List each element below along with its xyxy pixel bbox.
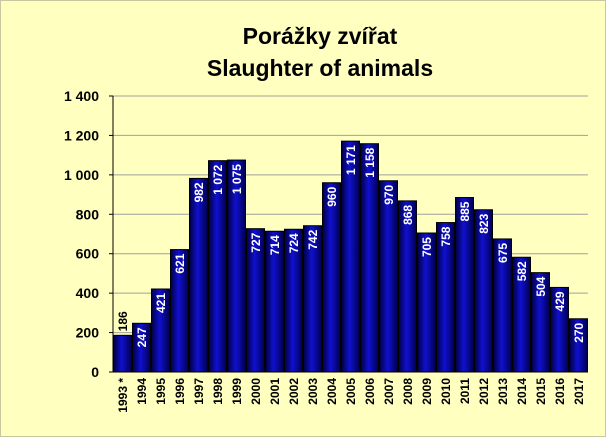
y-tick-label: 1 000 <box>64 167 99 183</box>
x-tick-label: 2017 <box>572 378 586 405</box>
x-tick-label: 1995 <box>154 378 168 405</box>
x-tick-label: 2001 <box>268 378 282 405</box>
x-tick-label: 2013 <box>496 378 510 405</box>
y-tick-label: 0 <box>91 364 99 380</box>
x-tick-label: 2005 <box>344 378 358 405</box>
y-tick-label: 1 200 <box>64 127 99 143</box>
value-label: 742 <box>306 229 320 249</box>
y-tick-label: 200 <box>76 325 100 341</box>
x-tick-label: 2007 <box>382 378 396 405</box>
value-label: 724 <box>287 233 301 253</box>
value-label: 758 <box>439 226 453 246</box>
value-label: 970 <box>382 184 396 204</box>
value-label: 714 <box>268 235 282 255</box>
value-label: 421 <box>154 293 168 313</box>
value-label: 429 <box>553 291 567 311</box>
value-label: 675 <box>496 243 510 263</box>
value-label: 705 <box>420 237 434 257</box>
bar <box>455 197 474 373</box>
x-tick-label: 1998 <box>211 378 225 405</box>
x-tick-label: 2011 <box>458 378 472 404</box>
bar <box>398 200 417 373</box>
x-tick-label: 2008 <box>401 378 415 405</box>
x-tick-label: 2010 <box>439 378 453 405</box>
value-label: 960 <box>325 186 339 206</box>
x-tick-label: 1994 <box>135 378 149 405</box>
value-label: 1 158 <box>363 147 377 177</box>
value-label: 1 171 <box>344 145 358 175</box>
x-tick-label: 1993 * <box>116 378 130 413</box>
value-label: 621 <box>173 253 187 273</box>
x-tick-label: 2009 <box>420 378 434 405</box>
value-label: 823 <box>477 213 491 233</box>
labels: 0 200 400 600 800 1 000 1 200 1 400 186 1993 * 247… <box>64 88 588 413</box>
value-label: 727 <box>249 232 263 252</box>
x-tick-label: 2002 <box>287 378 301 405</box>
x-tick-label: 1997 <box>192 378 206 405</box>
value-label: 982 <box>192 182 206 202</box>
bar <box>189 177 208 373</box>
x-tick-label: 2016 <box>553 378 567 405</box>
bars <box>113 140 588 373</box>
y-tick-label: 400 <box>76 285 100 301</box>
x-tick-label: 2015 <box>534 378 548 405</box>
value-label: 582 <box>515 261 529 281</box>
x-tick-label: 2006 <box>363 378 377 405</box>
chart-title: Porážky zvířat <box>243 23 398 49</box>
x-tick-label: 2003 <box>306 378 320 405</box>
value-label: 504 <box>534 276 548 296</box>
value-label: 247 <box>135 327 149 347</box>
x-tick-label: 1996 <box>173 378 187 405</box>
y-tick-label: 800 <box>76 206 100 222</box>
bar <box>379 180 398 373</box>
x-tick-label: 2012 <box>477 378 491 405</box>
value-label: 1 075 <box>230 164 244 194</box>
value-label: 186 <box>116 311 130 331</box>
x-tick-label: 2004 <box>325 378 339 405</box>
value-label: 868 <box>401 205 415 225</box>
chart-subtitle: Slaughter of animals <box>207 55 433 81</box>
value-label: 885 <box>458 201 472 221</box>
y-tick-label: 1 400 <box>64 88 99 104</box>
x-tick-label: 2000 <box>249 378 263 405</box>
x-tick-label: 2014 <box>515 378 529 405</box>
y-tick-label: 600 <box>76 246 100 262</box>
value-label: 270 <box>572 322 586 342</box>
bar <box>322 182 341 373</box>
x-tick-label: 1999 <box>230 378 244 405</box>
value-label: 1 072 <box>211 164 225 194</box>
bar <box>113 334 132 373</box>
